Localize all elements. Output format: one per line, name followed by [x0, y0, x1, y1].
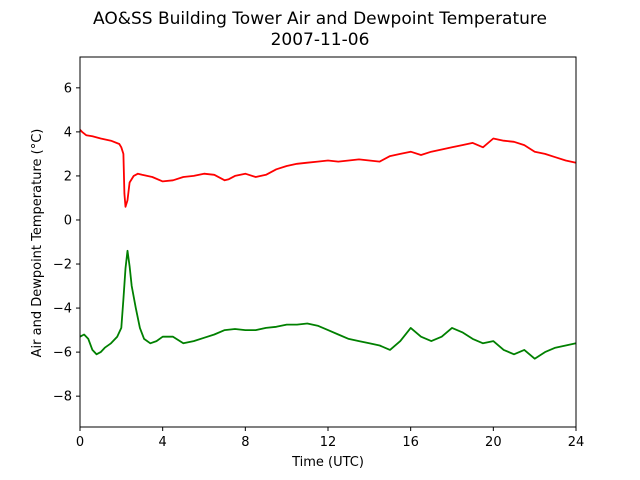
- y-tick-label: −8: [53, 390, 72, 405]
- y-tick-label: 0: [64, 213, 72, 228]
- x-tick-label: 0: [76, 435, 84, 450]
- series-line-2: [79, 249, 577, 360]
- x-axis: 0 4 8 12 16 20 24: [76, 427, 584, 450]
- x-tick-label: 16: [402, 435, 419, 450]
- plot-area-frame: [79, 56, 577, 428]
- y-axis-label: Air and Dewpoint Temperature (°C): [30, 129, 45, 358]
- y-tick-label: 6: [64, 81, 72, 96]
- x-tick-label: 4: [159, 435, 167, 450]
- chart-subtitle: 2007-11-06: [271, 30, 370, 50]
- y-tick-label: 4: [64, 125, 72, 140]
- y-axis: −8 −6 −4 −2 0 2 4 6: [53, 81, 80, 405]
- series-line-1: [79, 129, 577, 208]
- x-tick-label: 24: [568, 435, 585, 450]
- x-axis-label: Time (UTC): [291, 455, 364, 470]
- x-tick-label: 20: [485, 435, 502, 450]
- x-tick-label: 8: [241, 435, 249, 450]
- y-tick-label: 2: [64, 169, 72, 184]
- x-tick-label: 12: [320, 435, 337, 450]
- y-tick-label: −2: [53, 258, 72, 273]
- y-tick-label: −4: [53, 302, 72, 317]
- series-layer: [79, 129, 577, 360]
- chart-title: AO&SS Building Tower Air and Dewpoint Te…: [93, 9, 547, 29]
- y-tick-label: −6: [53, 346, 72, 361]
